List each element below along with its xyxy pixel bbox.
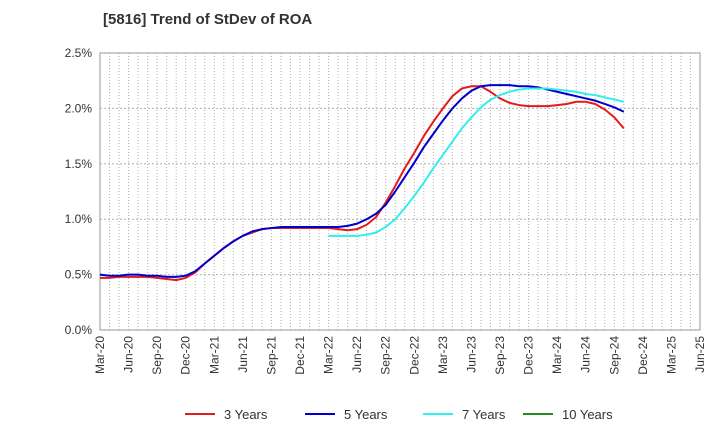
x-tick-label: Jun-24 — [579, 336, 593, 373]
x-tick-label: Dec-22 — [407, 336, 421, 375]
legend-label: 7 Years — [462, 407, 506, 422]
y-tick-label: 0.0% — [65, 323, 93, 337]
grid — [100, 53, 700, 330]
legend: 3 Years 5 Years 7 Years 10 Years — [185, 407, 613, 422]
x-axis: Mar-20 Jun-20 Sep-20 Dec-20 Mar-21 Jun-21 Sep-… — [93, 336, 707, 375]
legend-label: 5 Years — [344, 407, 388, 422]
x-tick-label: Sep-23 — [493, 336, 507, 375]
x-tick-label: Sep-22 — [379, 336, 393, 375]
x-tick-label: Dec-21 — [293, 336, 307, 375]
chart-title: [5816] Trend of StDev of ROA — [103, 11, 312, 28]
x-tick-label: Mar-22 — [322, 336, 336, 374]
y-tick-label: 0.5% — [65, 268, 93, 282]
x-tick-label: Jun-23 — [464, 336, 478, 373]
y-tick-label: 1.0% — [65, 212, 93, 226]
y-tick-label: 1.5% — [65, 157, 93, 171]
x-tick-label: Mar-25 — [664, 336, 678, 374]
x-tick-label: Mar-23 — [436, 336, 450, 374]
x-tick-label: Jun-25 — [693, 336, 707, 373]
plot-area — [99, 52, 701, 331]
y-axis: 0.0% 0.5% 1.0% 1.5% 2.0% 2.5% — [65, 46, 93, 337]
x-tick-label: Dec-24 — [636, 336, 650, 375]
x-tick-label: Jun-21 — [236, 336, 250, 373]
series-line-5-years — [99, 84, 625, 278]
x-tick-label: Mar-20 — [93, 336, 107, 374]
y-tick-label: 2.5% — [65, 46, 93, 60]
x-tick-label: Sep-20 — [150, 336, 164, 375]
x-tick-label: Sep-24 — [607, 336, 621, 375]
legend-label: 3 Years — [224, 407, 268, 422]
x-tick-label: Jun-20 — [122, 336, 136, 373]
x-tick-label: Mar-24 — [550, 336, 564, 374]
series-lines — [99, 84, 625, 282]
x-tick-label: Mar-21 — [207, 336, 221, 374]
x-tick-label: Sep-21 — [264, 336, 278, 375]
x-tick-label: Dec-20 — [179, 336, 193, 375]
series-line-7-years — [328, 87, 625, 237]
y-tick-label: 2.0% — [65, 101, 93, 115]
legend-label: 10 Years — [562, 407, 613, 422]
x-tick-label: Jun-22 — [350, 336, 364, 373]
series-line-3-years — [100, 85, 625, 282]
x-tick-label: Dec-23 — [522, 336, 536, 375]
